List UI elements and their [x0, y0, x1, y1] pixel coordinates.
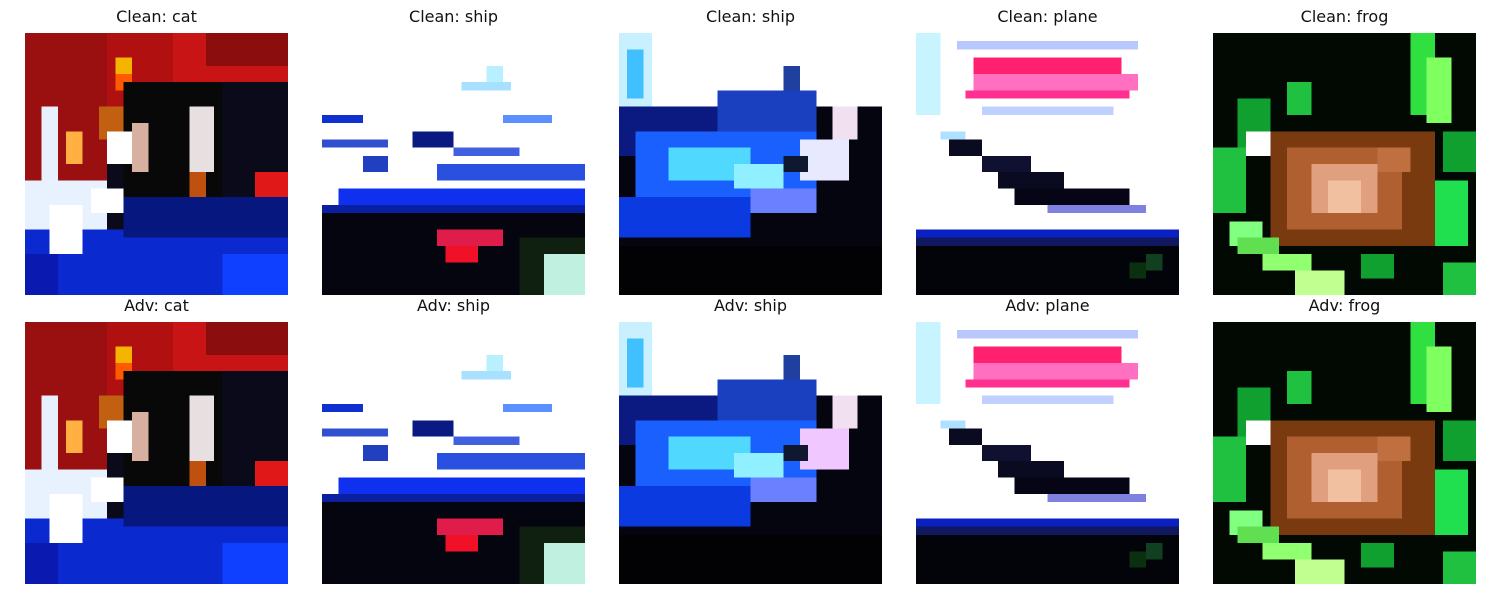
panel-title: Clean: cat: [116, 7, 197, 26]
frog-image: [1213, 322, 1476, 584]
panel-title: Clean: ship: [409, 7, 498, 26]
plane-image: [916, 33, 1179, 295]
ship-image: [322, 33, 585, 295]
ship-image: [619, 33, 882, 295]
frog-image: [1213, 33, 1476, 295]
cat-image: [25, 322, 288, 584]
panel-title: Clean: plane: [997, 7, 1098, 26]
ship-image: [619, 322, 882, 584]
panel-title: Adv: frog: [1308, 296, 1381, 315]
panel-title: Adv: cat: [124, 296, 189, 315]
plane-image: [916, 322, 1179, 584]
panel-title: Clean: ship: [706, 7, 795, 26]
ship-image: [322, 322, 585, 584]
panel-title: Adv: plane: [1005, 296, 1090, 315]
cat-image: [25, 33, 288, 295]
panel-title: Adv: ship: [714, 296, 787, 315]
panel-title: Adv: ship: [417, 296, 490, 315]
panel-title: Clean: frog: [1300, 7, 1389, 26]
